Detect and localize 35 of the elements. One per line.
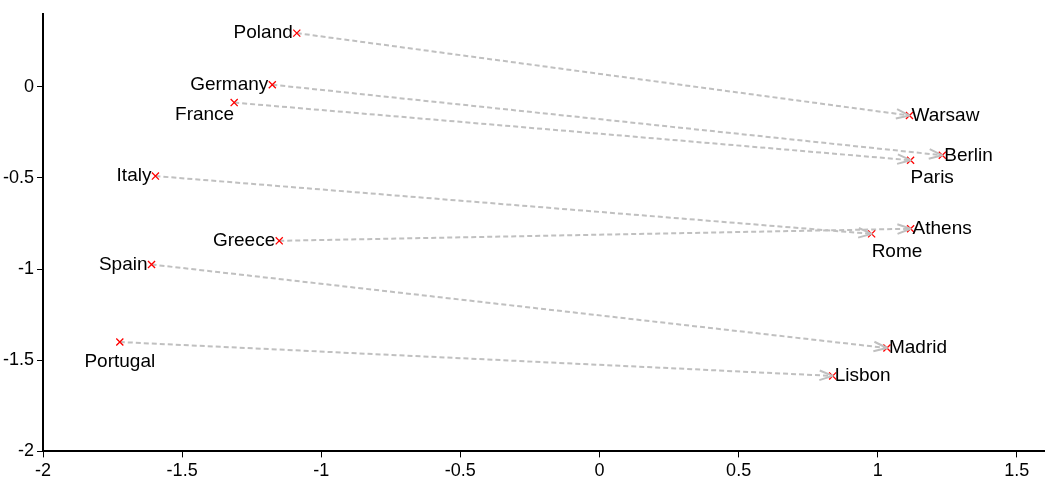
y-tick-label: -2 (18, 440, 35, 461)
point (115, 337, 124, 347)
x-tick-label: 1.5 (1004, 460, 1030, 481)
point (867, 229, 876, 239)
data-label: France (175, 102, 235, 124)
data-label: Italy (116, 164, 152, 186)
x-tick-label: 0 (594, 460, 605, 481)
data-label: Lisbon (834, 364, 891, 386)
point (268, 80, 277, 89)
data-label: Portugal (84, 350, 156, 372)
x-tick-label: -2 (35, 460, 52, 481)
data-label: Greece (212, 229, 276, 251)
x-tick-label: 0.5 (726, 460, 752, 481)
data-label: Madrid (888, 336, 948, 358)
point (147, 260, 156, 269)
data-label: Spain (98, 252, 148, 274)
point (229, 98, 239, 107)
point (292, 28, 301, 38)
x-tick-label: 1 (872, 460, 883, 481)
point (275, 236, 284, 245)
data-label: Germany (190, 72, 269, 94)
y-tick-label: 0 (24, 75, 35, 96)
data-label: Warsaw (911, 103, 980, 125)
x-tick-label: -0.5 (444, 460, 476, 481)
x-tick-label: -1 (313, 460, 330, 481)
data-label: Athens (912, 217, 972, 239)
x-tick-label: -1.5 (166, 460, 198, 481)
y-tick-label: -1 (18, 258, 35, 279)
data-label: Paris (910, 166, 954, 188)
data-label: Poland (233, 21, 293, 43)
data-label: Berlin (944, 143, 993, 165)
y-tick-label: -1.5 (2, 349, 35, 370)
point (906, 156, 915, 165)
data-label: Rome (871, 240, 923, 262)
y-tick-label: -0.5 (2, 166, 35, 187)
